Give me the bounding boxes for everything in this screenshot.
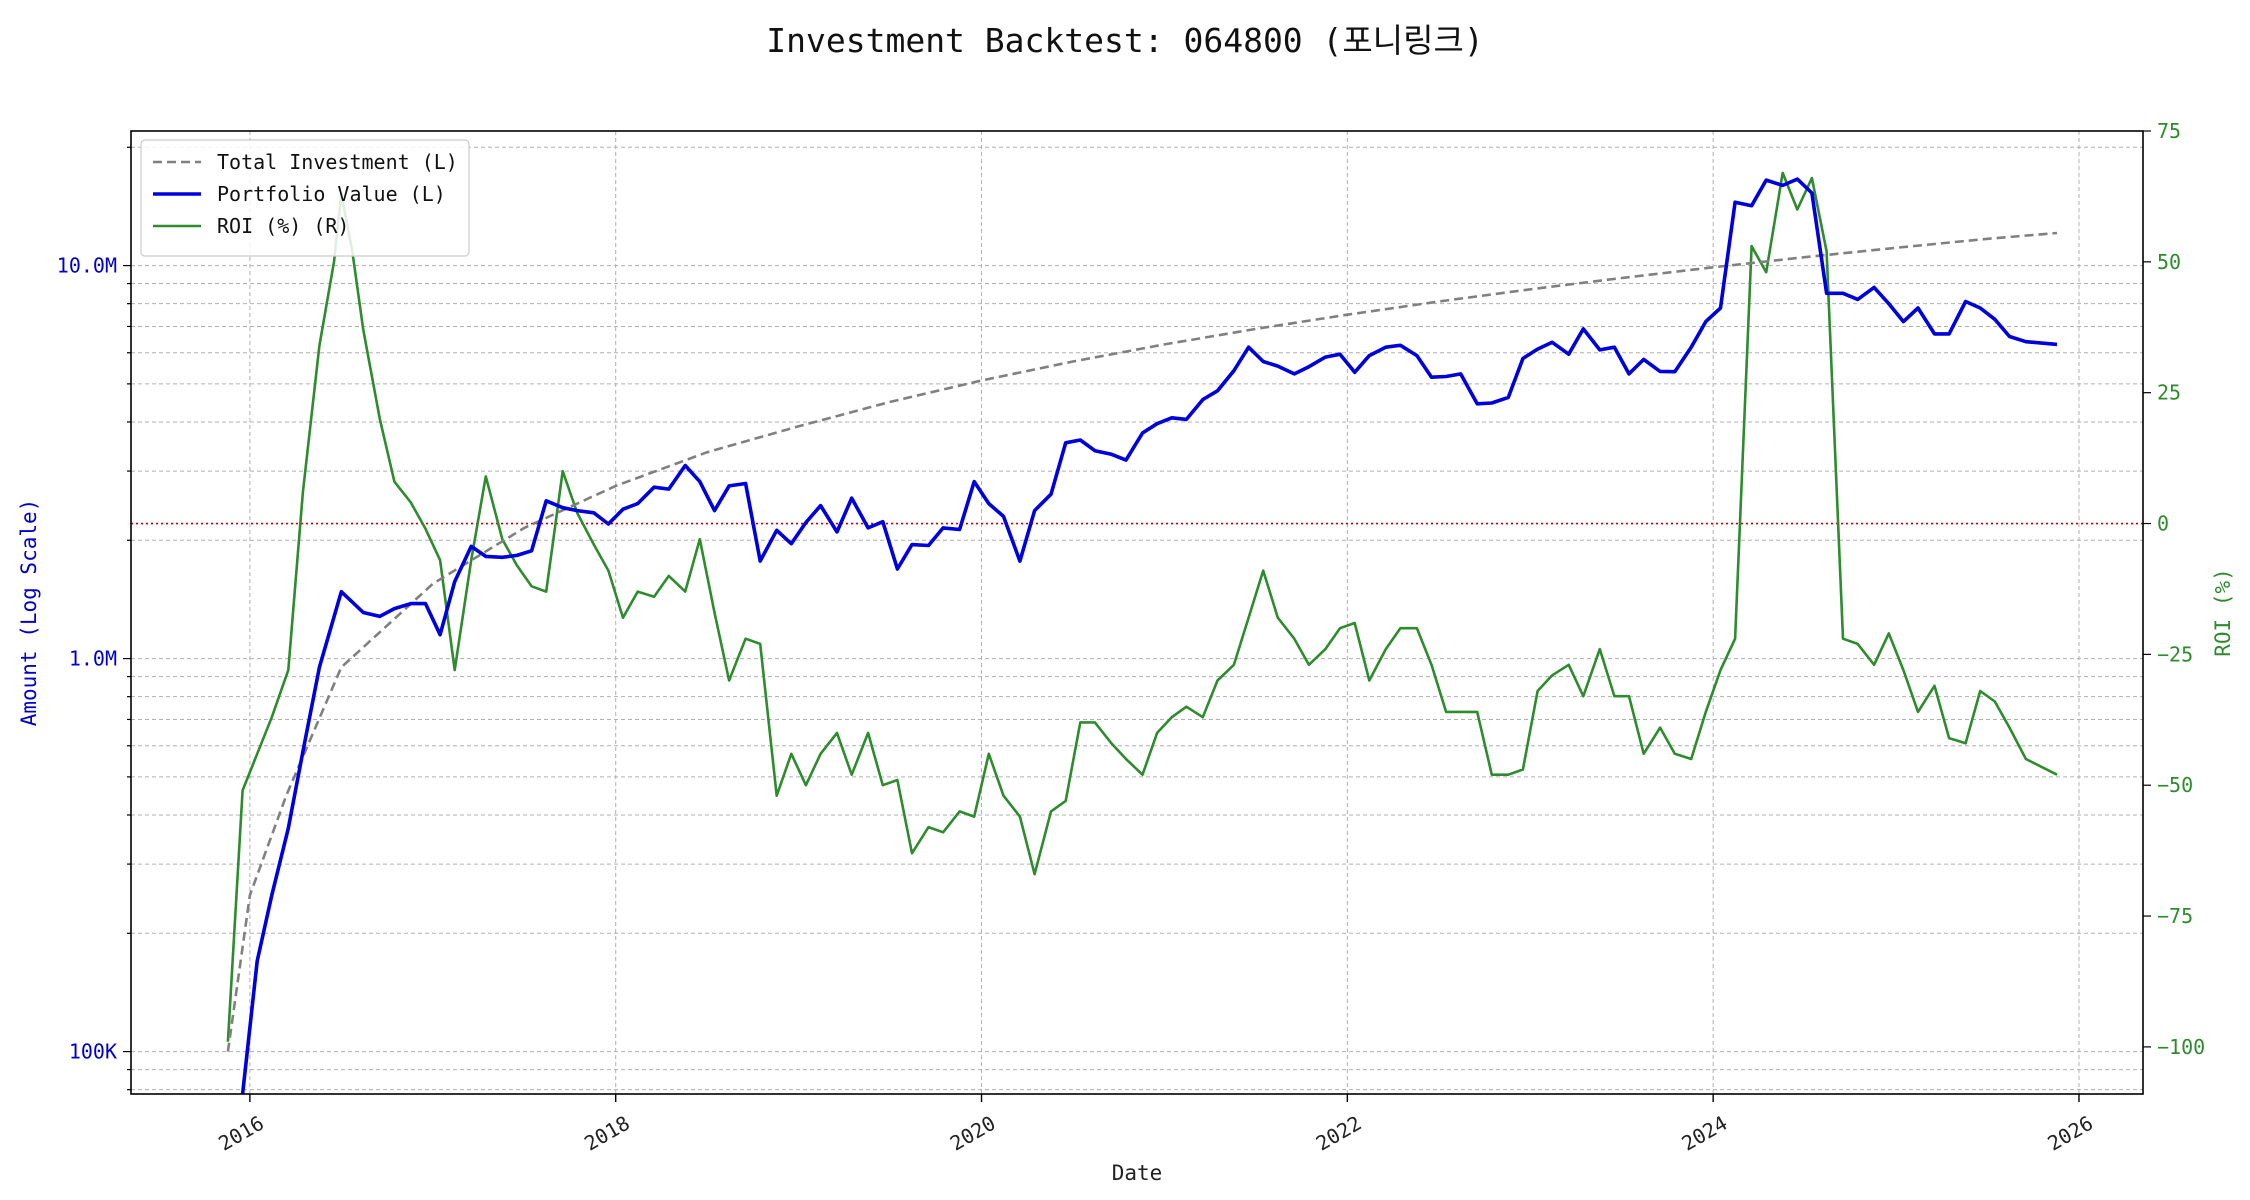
total-investment-line bbox=[226, 231, 2058, 1052]
legend-label-portfolio-value: Portfolio Value (L) bbox=[217, 182, 446, 206]
x-tick-label: 2020 bbox=[946, 1111, 1000, 1156]
y-left-tick-label: 10.0M bbox=[57, 254, 117, 278]
legend-label-roi: ROI (%) (R) bbox=[217, 214, 349, 238]
portfolio-value-line bbox=[240, 177, 2058, 1095]
x-tick-label: 2026 bbox=[2043, 1111, 2097, 1156]
y-right-tick-label: −75 bbox=[2157, 904, 2193, 928]
x-tick-label: 2022 bbox=[1312, 1111, 1366, 1156]
legend: Total Investment (L) Portfolio Value (L) R… bbox=[140, 139, 470, 257]
y-right-tick-label: 75 bbox=[2157, 119, 2181, 143]
y-right-tick-label: 25 bbox=[2157, 381, 2181, 405]
y-right-tick-label: −50 bbox=[2157, 773, 2193, 797]
chart-title: Investment Backtest: 064800 (포니링크) bbox=[766, 21, 1484, 60]
y-right-tick-label: 50 bbox=[2157, 250, 2181, 274]
y-left-tick-label: 1.0M bbox=[69, 647, 117, 671]
grid-layer bbox=[131, 131, 2143, 1094]
x-tick-label: 2024 bbox=[1678, 1111, 1732, 1156]
y-right-tick-label: 0 bbox=[2157, 512, 2169, 536]
plot-frame bbox=[130, 130, 2144, 1095]
y-left-axis-label: Amount (Log Scale) bbox=[17, 499, 41, 727]
x-tick-label: 2016 bbox=[214, 1111, 268, 1156]
x-tick-label: 2018 bbox=[580, 1111, 634, 1156]
y-right-tick-label: −100 bbox=[2157, 1035, 2205, 1059]
y-right-axis-label: ROI (%) bbox=[2211, 568, 2235, 657]
roi-line bbox=[226, 171, 2058, 1042]
legend-label-total-investment: Total Investment (L) bbox=[217, 150, 458, 174]
axis-layer: 2016 2018 2020 2022 2024 2026 100K 1.0M 10.0M 75 5… bbox=[57, 119, 2205, 1156]
y-right-tick-label: −25 bbox=[2157, 642, 2193, 666]
legend-box bbox=[140, 139, 470, 257]
series-layer bbox=[226, 171, 2058, 1095]
y-left-tick-label: 100K bbox=[69, 1040, 117, 1064]
x-axis-label: Date bbox=[1112, 1161, 1163, 1185]
